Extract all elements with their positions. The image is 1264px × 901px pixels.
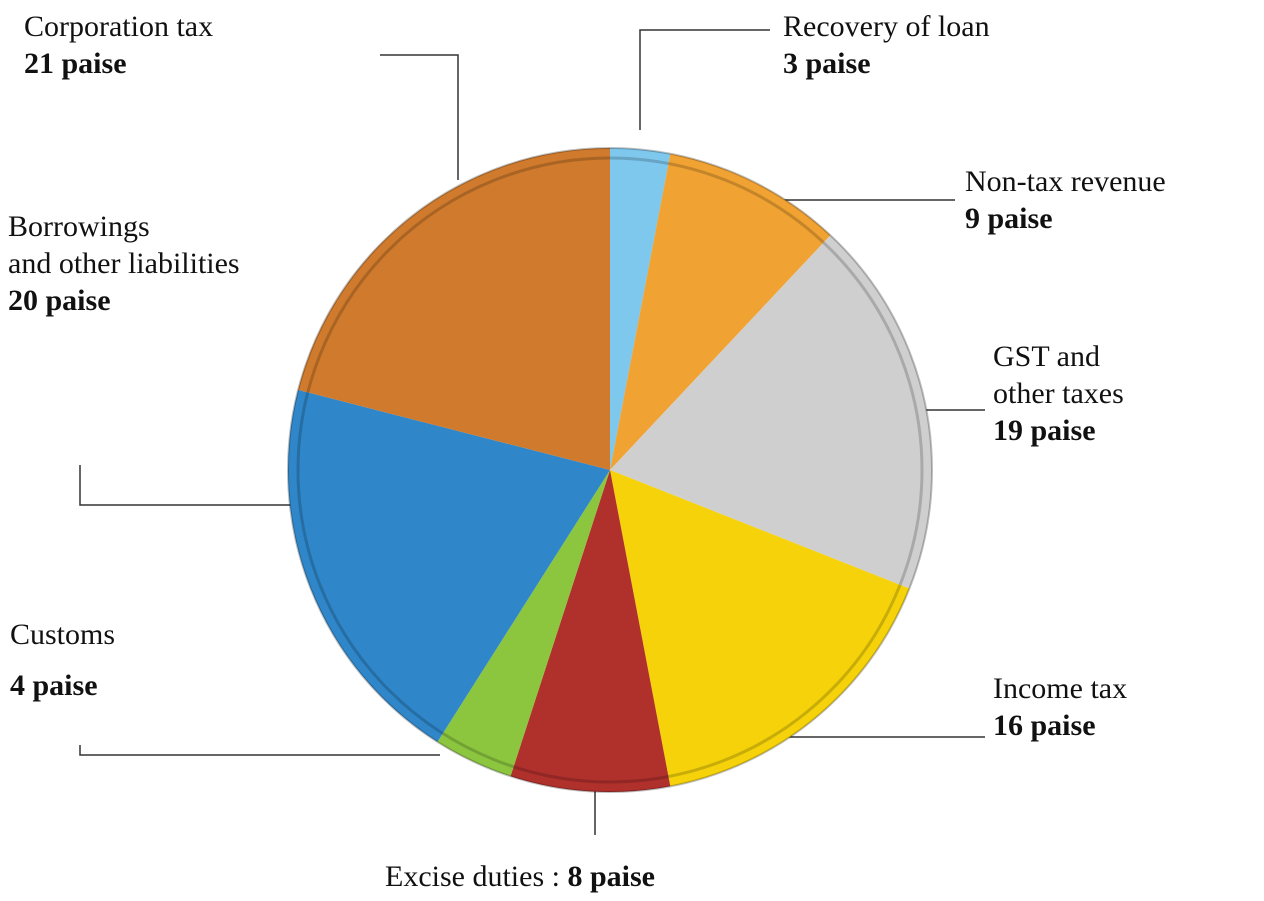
slice-label: Corporation tax 21 paise — [24, 8, 213, 82]
category-name: Income tax — [993, 672, 1127, 705]
leader-line — [80, 465, 300, 505]
slice-label: Recovery of loan 3 paise — [783, 8, 990, 82]
value-label: 16 paise — [993, 709, 1096, 742]
value-label: 21 paise — [24, 47, 127, 80]
value-label: 3 paise — [783, 47, 871, 80]
page: (() => { const data = JSON.parse(documen… — [0, 0, 1264, 901]
category-name: Customs — [10, 618, 115, 651]
slice-label: Customs 4 paise — [10, 616, 115, 704]
slice-label: Income tax 16 paise — [993, 670, 1127, 744]
category-name: Recovery of loan — [783, 10, 990, 43]
value-label: 4 paise — [10, 667, 98, 704]
value-label: 20 paise — [8, 284, 111, 317]
category-name: Borrowings and other liabilities — [8, 210, 240, 280]
leader-line — [80, 745, 440, 755]
slice-label: Non-tax revenue 9 paise — [965, 163, 1166, 237]
chart — [0, 0, 1264, 901]
slice-label: Excise duties : 8 paise — [385, 858, 655, 895]
leader-line — [640, 30, 770, 130]
category-name: GST and other taxes — [993, 340, 1124, 410]
value-label: 8 paise — [567, 860, 655, 893]
slice-label: Borrowings and other liabilities 20 paise — [8, 208, 240, 319]
value-label: 19 paise — [993, 414, 1096, 447]
pie — [288, 148, 932, 792]
category-name: Non-tax revenue — [965, 165, 1166, 198]
value-label: 9 paise — [965, 202, 1053, 235]
leader-line — [380, 55, 458, 180]
slice-label: GST and other taxes 19 paise — [993, 338, 1124, 449]
category-name: Excise duties : — [385, 860, 560, 893]
category-name: Corporation tax — [24, 10, 213, 43]
